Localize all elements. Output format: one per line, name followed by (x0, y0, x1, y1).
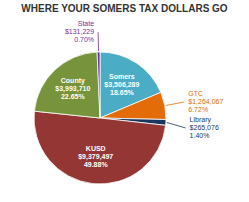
data-label: $131,229 (65, 28, 94, 35)
data-label: 1.40% (190, 132, 210, 139)
pie (34, 52, 166, 184)
slice (34, 111, 166, 184)
data-label: 6.72% (188, 106, 208, 113)
leader-line (166, 102, 184, 106)
data-label: 18.65% (110, 89, 135, 96)
data-label: KUSD (86, 145, 106, 152)
data-label: $1,264,067 (188, 98, 223, 105)
data-label: $3,993,710 (55, 85, 90, 93)
data-label: $9,379,497 (78, 153, 113, 161)
data-label: GTC (188, 90, 203, 97)
data-label: $265,076 (190, 124, 219, 131)
slice (34, 52, 100, 118)
slice (100, 92, 166, 119)
chart: WHERE YOUR SOMERS TAX DOLLARS GOSomers$3… (0, 0, 249, 202)
data-label: $3,506,289 (104, 81, 139, 89)
leader-line (98, 32, 99, 51)
data-label: 0.70% (74, 36, 94, 43)
slice (97, 52, 100, 118)
data-label: 22.65% (61, 93, 86, 100)
data-label: County (61, 77, 85, 85)
data-label: Library (190, 116, 212, 124)
data-label: Somers (109, 73, 135, 80)
data-labels: Somers$3,506,28918.65% KUSD$9,379,49749.8… (55, 20, 223, 168)
leader-line (167, 123, 186, 128)
data-label: 49.88% (84, 161, 109, 168)
title: WHERE YOUR SOMERS TAX DOLLARS GO (21, 3, 228, 14)
data-label: State (78, 20, 94, 27)
